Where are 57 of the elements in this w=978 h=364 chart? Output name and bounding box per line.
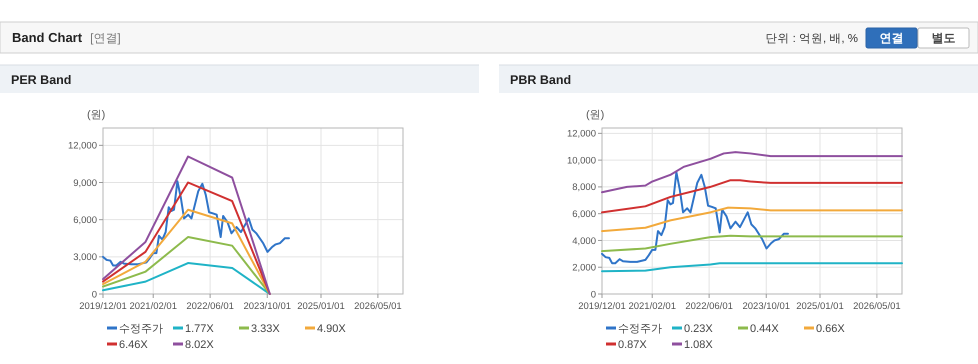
line-series (601, 234, 903, 252)
chart-title: PBR Band (510, 73, 572, 87)
line-series (102, 155, 271, 295)
text: 연결 (880, 31, 904, 45)
x-tick-label: 2022/06/01 (186, 301, 234, 312)
line-series (601, 151, 903, 194)
y-tick-label: 9,000 (73, 178, 97, 189)
legend-label: 수정주가 (618, 322, 662, 335)
text: 별도 (932, 31, 956, 45)
x-tick-label: 2026/05/01 (853, 301, 901, 312)
legend-label: 수정주가 (119, 322, 163, 335)
x-tick-label: 2025/01/01 (796, 301, 844, 312)
line-series (601, 179, 903, 214)
y-tick-label: 12,000 (566, 128, 596, 140)
y-tick-label: 8,000 (572, 182, 596, 194)
text: 단위 : 억원, 배, % (765, 33, 858, 45)
line-series (102, 262, 271, 295)
legend-label: 0.23X (684, 322, 714, 335)
x-tick-label: 2021/02/01 (628, 301, 676, 312)
y-tick-label: 0 (92, 289, 97, 300)
y-tick-label: 6,000 (572, 209, 596, 220)
x-tick-label: 2022/06/01 (685, 301, 733, 312)
y-axis-title: (원) (87, 109, 106, 121)
legend-label: 4.90X (317, 322, 346, 335)
y-tick-label: 2,000 (572, 262, 596, 274)
x-tick-label: 2025/01/01 (297, 301, 345, 312)
y-tick-label: 3,000 (73, 252, 97, 264)
x-tick-label: 2023/10/01 (243, 301, 292, 312)
x-tick-label: 2026/05/01 (354, 301, 402, 312)
text: [연결] (90, 31, 121, 45)
legend-label: 0.87X (618, 338, 648, 351)
legend-label: 8.02X (185, 338, 214, 351)
text: Band Chart (12, 30, 82, 45)
line-series (601, 262, 903, 272)
y-tick-label: 6,000 (73, 214, 97, 226)
line-series (102, 208, 271, 295)
line-series (102, 182, 271, 295)
legend-label: 0.44X (750, 322, 780, 335)
y-tick-label: 4,000 (572, 236, 596, 247)
legend-label: 3.33X (251, 322, 280, 335)
y-tick-label: 10,000 (566, 155, 596, 166)
line-series (102, 236, 271, 295)
y-tick-label: 12,000 (68, 140, 97, 152)
chart-title: PER Band (11, 73, 72, 87)
legend-label: 6.46X (119, 338, 148, 351)
x-tick-label: 2019/12/01 (578, 301, 626, 312)
line-series (102, 180, 290, 267)
legend-label: 0.66X (816, 322, 846, 335)
y-axis-title: (원) (586, 109, 604, 121)
legend-label: 1.77X (185, 322, 214, 335)
y-tick-label: 0 (590, 289, 596, 300)
legend-label: 1.08X (684, 338, 714, 351)
line-series (601, 206, 903, 232)
line-series (601, 171, 789, 264)
x-tick-label: 2023/10/01 (742, 301, 790, 312)
x-tick-label: 2019/12/01 (79, 301, 127, 312)
x-tick-label: 2021/02/01 (129, 301, 177, 312)
